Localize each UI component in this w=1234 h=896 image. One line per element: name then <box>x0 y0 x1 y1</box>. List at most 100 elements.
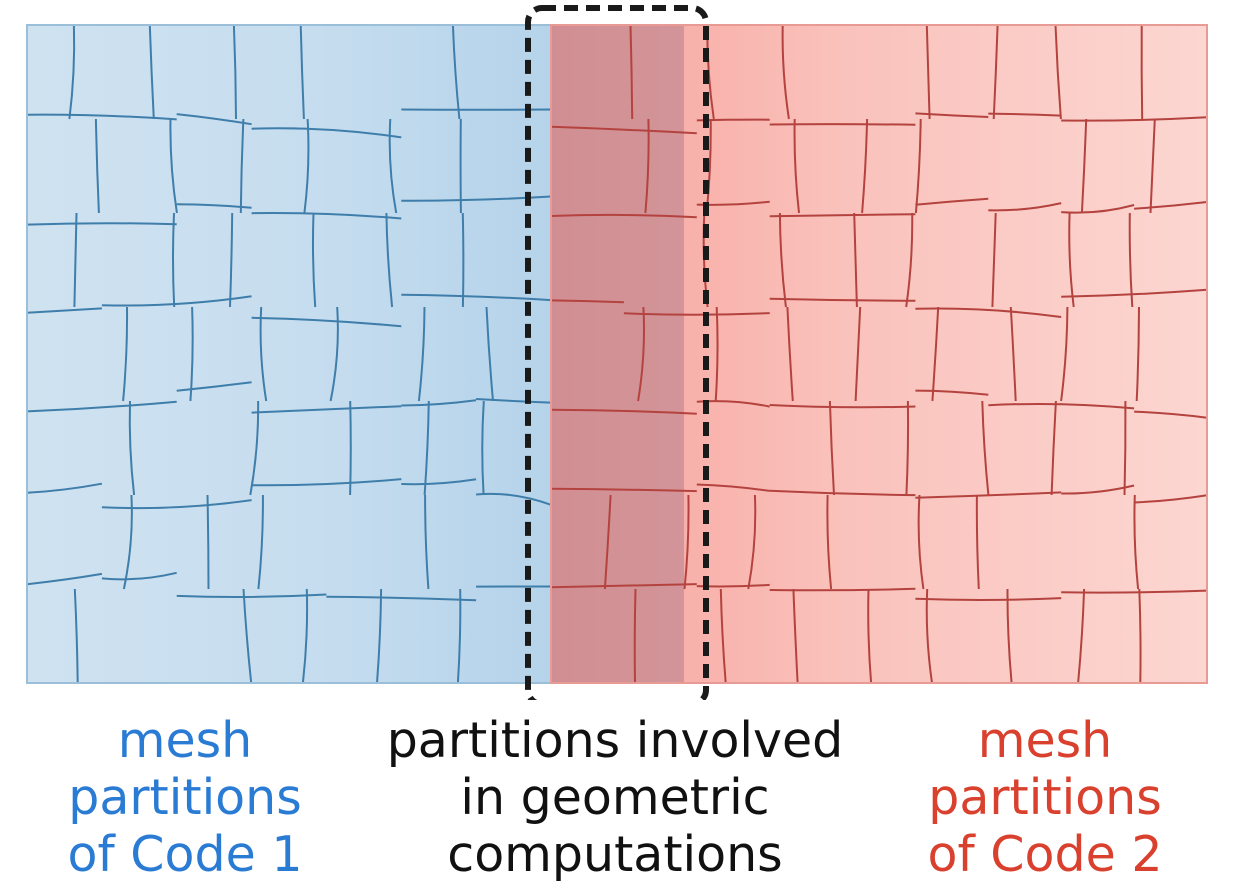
mesh-cell-edge <box>251 212 402 220</box>
mesh-cell-edge <box>169 118 178 214</box>
mesh-cell-edge <box>311 212 317 308</box>
code2-label-line-3: of Code 2 <box>927 826 1163 883</box>
code2-label-line-2: partitions <box>928 769 1162 826</box>
mesh-cell-edge <box>128 400 136 496</box>
mesh-cell-edge <box>915 197 989 206</box>
mesh-cell-edge <box>714 306 719 402</box>
code1-label-line-2: partitions <box>68 769 302 826</box>
code2-label-line-1: mesh <box>977 712 1113 769</box>
mesh-cell-edge <box>424 494 430 590</box>
mesh-cell-edge <box>101 571 177 581</box>
mesh-cell-edge <box>915 597 1062 601</box>
mesh-cell-edge <box>251 405 402 414</box>
mesh-cell-edge <box>232 24 237 120</box>
mesh-cell-edge <box>1061 589 1208 594</box>
mesh-cell-edge <box>623 312 770 316</box>
mesh-cell-edge <box>633 588 637 684</box>
involved-partitions-label: partitions involved in geometric computa… <box>360 712 870 883</box>
mesh-cell-edge <box>1134 201 1208 210</box>
mesh-cell-edge <box>828 400 835 496</box>
mesh-cell-edge <box>423 400 430 496</box>
mesh-cell-edge <box>915 389 989 396</box>
involved-label-line-1: partitions involved <box>386 712 844 769</box>
mesh-cell-edge <box>122 306 129 402</box>
mesh-cell-edge <box>696 483 770 492</box>
mesh-cell-edge <box>257 494 264 590</box>
involved-label-line-2: in geometric <box>460 769 770 826</box>
mesh-cell-edge <box>251 478 402 487</box>
mesh-cell-edge <box>991 212 997 308</box>
mesh-cell-edge <box>301 588 309 684</box>
mesh-cell-edge <box>988 202 1062 212</box>
mesh-cell-edge <box>981 400 990 496</box>
overlap-region <box>551 25 684 683</box>
mesh-cell-edge <box>1061 116 1208 122</box>
mesh-cell-edge <box>26 400 177 413</box>
mesh-cell-edge <box>988 402 1135 410</box>
mesh-cell-edge <box>778 212 787 308</box>
mesh-cell-edge <box>1123 400 1127 496</box>
mesh-cell-edge <box>239 118 245 214</box>
mesh-cell-edge <box>101 499 252 510</box>
mesh-cell-edge <box>1080 118 1088 214</box>
code2-label: mesh partitions of Code 2 <box>900 712 1190 883</box>
mesh-cell-edge <box>550 408 697 415</box>
mesh-cell-edge <box>229 212 234 308</box>
mesh-cell-edge <box>329 306 339 402</box>
mesh-cell-edge <box>1135 306 1140 402</box>
mesh-cell-edge <box>644 118 650 214</box>
mesh-cell-edge <box>148 24 155 120</box>
mesh-cell-edge <box>1050 400 1057 496</box>
mesh-cell-edge <box>781 24 790 120</box>
code2-mesh-border <box>550 24 1208 684</box>
mesh-cell-edge <box>550 583 697 589</box>
mesh-cell-edge <box>456 588 462 684</box>
mesh-cell-edge <box>917 494 925 590</box>
mesh-partition-diagram <box>26 5 1208 700</box>
mesh-cell-edge <box>826 494 833 590</box>
mesh-cell-edge <box>769 489 916 497</box>
mesh-cell-edge <box>94 118 100 214</box>
mesh-cell-edge <box>417 306 426 402</box>
mesh-cell-edge <box>26 113 177 121</box>
mesh-cell-edge <box>73 588 79 684</box>
code1-label: mesh partitions of Code 1 <box>40 712 330 883</box>
mesh-cell-edge <box>1134 410 1208 419</box>
involved-label-line-3: computations <box>447 826 783 883</box>
mesh-cell-edge <box>629 24 634 120</box>
mesh-cell-edge <box>719 588 727 684</box>
mesh-cell-edge <box>485 306 494 402</box>
mesh-cell-edge <box>915 112 989 118</box>
mesh-cell-edge <box>1060 306 1069 402</box>
mesh-cell-edge <box>1128 212 1134 308</box>
mesh-cell-edge <box>1054 24 1062 120</box>
mesh-cell-edge <box>242 588 253 684</box>
mesh-cell-edge <box>747 494 757 590</box>
mesh-cell-edge <box>637 306 645 402</box>
code1-mesh-region <box>27 25 551 683</box>
mesh-cell-edge <box>259 306 268 402</box>
mesh-cell-edge <box>176 113 252 126</box>
mesh-cell-edge <box>1061 204 1135 214</box>
mesh-cell-edge <box>1061 288 1208 298</box>
mesh-cell-edge <box>769 587 916 592</box>
mesh-cell-edge <box>1138 588 1142 684</box>
mesh-cell-edge <box>176 593 327 599</box>
mesh-cell-edge <box>251 127 402 139</box>
mesh-cell-edge <box>476 492 552 506</box>
mesh-cell-edge <box>915 307 1062 318</box>
mesh-cell-edge <box>189 306 194 402</box>
mesh-cell-edge <box>905 400 910 496</box>
mesh-cell-edge <box>603 494 612 590</box>
mesh-cell-edge <box>550 125 697 135</box>
mesh-cell-edge <box>861 118 869 214</box>
mesh-cell-edge <box>401 195 552 202</box>
mesh-cell-edge <box>481 400 485 496</box>
mesh-cell-edge <box>1077 588 1086 684</box>
mesh-cell-edge <box>401 478 477 486</box>
mesh-cell-edge <box>101 295 252 307</box>
mesh-cell-edge <box>769 297 916 302</box>
mesh-cell-edge <box>176 203 252 209</box>
mesh-cell-edge <box>786 306 794 402</box>
mesh-cell-edge <box>853 212 858 308</box>
